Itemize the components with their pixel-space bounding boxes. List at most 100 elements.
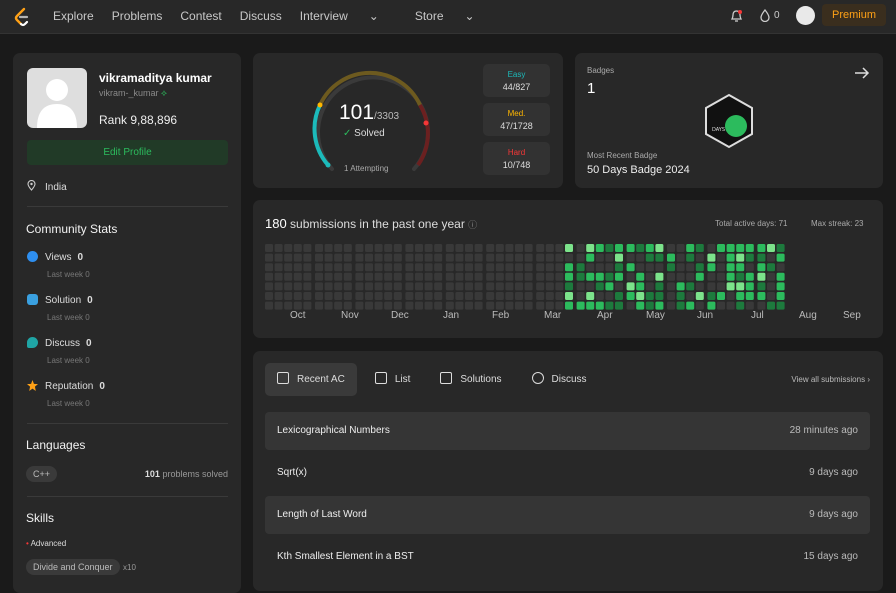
heatmap-cell xyxy=(686,292,695,300)
heatmap-cell xyxy=(726,272,735,281)
info-icon[interactable]: ⓘ xyxy=(468,220,478,230)
heatmap-cell xyxy=(555,272,564,281)
heatmap-cell xyxy=(315,263,323,272)
heatmap-cell xyxy=(686,282,695,291)
heatmap-cell xyxy=(676,253,685,262)
heatmap-cell xyxy=(284,282,293,291)
nav-discuss[interactable]: Discuss xyxy=(239,9,282,23)
hard-label: Hard xyxy=(507,148,526,157)
recent-ac-icon xyxy=(277,372,289,384)
submission-row[interactable]: Sqrt(x) 9 days ago xyxy=(265,454,870,492)
badges-count: 1 xyxy=(587,80,596,97)
heatmap-cell xyxy=(486,253,495,262)
heatmap-cell xyxy=(515,263,523,272)
heatmap-cell xyxy=(745,253,754,262)
heatmap-cell xyxy=(265,263,273,272)
heatmap-cell xyxy=(465,272,473,281)
leetcode-logo-icon[interactable] xyxy=(12,7,32,27)
heatmap-cell xyxy=(265,282,273,291)
heatmap-cell xyxy=(615,272,623,281)
heatmap-cell xyxy=(424,292,433,300)
heatmap-cell xyxy=(415,301,423,310)
heatmap-cell xyxy=(615,253,623,262)
heatmap-cell xyxy=(424,282,433,291)
stat-views-lastweek-label: Last week xyxy=(47,270,84,279)
heatmap-cell xyxy=(434,263,443,272)
heatmap-cell xyxy=(576,272,585,281)
heatmap-cell xyxy=(274,244,283,252)
difficulty-hard[interactable]: Hard 10/748 xyxy=(483,142,550,175)
heatmap-cell xyxy=(676,272,685,281)
submission-row[interactable]: Kth Smallest Element in a BST 15 days ago xyxy=(265,538,870,576)
heatmap-cell xyxy=(667,263,675,272)
heatmap-cell xyxy=(736,244,745,252)
check-icon: ✓ xyxy=(343,128,352,139)
heatmap-cell xyxy=(293,282,302,291)
tab-list[interactable]: List xyxy=(363,363,423,396)
submission-title: Length of Last Word xyxy=(277,509,367,520)
heatmap-cell xyxy=(495,253,504,262)
difficulty-easy[interactable]: Easy 44/827 xyxy=(483,64,550,97)
heatmap-cell xyxy=(315,253,323,262)
heatmap-cell xyxy=(445,292,454,300)
divider xyxy=(27,496,228,497)
heatmap-cell xyxy=(655,263,664,272)
heatmap-cell xyxy=(707,244,716,252)
submission-row[interactable]: Lexicographical Numbers 28 minutes ago xyxy=(265,412,870,450)
heatmap-cell xyxy=(274,272,283,281)
tab-solutions[interactable]: Solutions xyxy=(428,363,513,396)
difficulty-medium[interactable]: Med. 47/1728 xyxy=(483,103,550,136)
edit-profile-button[interactable]: Edit Profile xyxy=(27,140,228,165)
nav-problems[interactable]: Problems xyxy=(111,9,163,23)
stat-views: Views 0 xyxy=(27,251,83,263)
heatmap-cell xyxy=(486,292,495,300)
bell-icon[interactable] xyxy=(730,9,743,23)
premium-button[interactable]: Premium xyxy=(822,4,886,26)
nav-store[interactable]: Store ⌄ xyxy=(415,9,493,23)
stat-solution-lastweek: Last week 0 xyxy=(47,313,90,322)
heatmap-cell xyxy=(576,301,585,310)
view-all-submissions-link[interactable]: View all submissions › xyxy=(791,375,870,384)
heatmap-cell xyxy=(293,263,302,272)
stat-reputation-label: Reputation xyxy=(45,381,94,392)
heatmap-cell xyxy=(405,263,414,272)
heatmap-title-text: submissions in the past one year xyxy=(290,217,465,231)
heatmap-cell xyxy=(707,253,716,262)
nav-interview[interactable]: Interview ⌄ xyxy=(300,9,397,23)
nav-contest[interactable]: Contest xyxy=(180,9,222,23)
heatmap-cell xyxy=(474,244,483,252)
nav-explore[interactable]: Explore xyxy=(53,9,94,23)
heatmap-cell xyxy=(586,292,595,300)
user-avatar-small[interactable] xyxy=(796,6,815,25)
heatmap-cell xyxy=(655,272,664,281)
heatmap-cell xyxy=(524,292,533,300)
heatmap-cell xyxy=(384,253,393,262)
heatmap-cell xyxy=(474,253,483,262)
heatmap-cell xyxy=(626,272,635,281)
heatmap-cell xyxy=(415,272,423,281)
tab-discuss[interactable]: Discuss xyxy=(520,363,599,396)
language-tag[interactable]: C++ xyxy=(26,466,58,482)
tab-recent-ac[interactable]: Recent AC xyxy=(265,363,357,396)
heatmap-cell xyxy=(486,272,495,281)
nav-interview-label: Interview xyxy=(299,9,348,23)
heatmap-cell xyxy=(303,263,312,272)
heatmap-cell xyxy=(424,244,433,252)
arrow-right-icon[interactable] xyxy=(854,66,870,80)
heatmap-cell xyxy=(536,272,545,281)
heatmap-cell xyxy=(495,272,504,281)
stat-views-lastweek-value: 0 xyxy=(85,270,90,279)
skill-tag[interactable]: Divide and Conquer xyxy=(26,559,120,575)
heatmap-cell xyxy=(565,282,573,291)
solved-label-text: Solved xyxy=(354,128,385,139)
heatmap-cell xyxy=(293,301,302,310)
heatmap-cell xyxy=(636,253,645,262)
submission-row[interactable]: Length of Last Word 9 days ago xyxy=(265,496,870,534)
submission-heatmap-card: 180 submissions in the past one year ⓘ T… xyxy=(253,200,883,338)
medium-value: 47/1728 xyxy=(500,121,533,131)
stat-discuss-lastweek-label: Last week xyxy=(47,356,84,365)
heatmap-cell xyxy=(536,301,545,310)
heatmap-cell xyxy=(767,292,775,300)
coin-icon[interactable] xyxy=(760,9,770,22)
heatmap-cell xyxy=(655,253,664,262)
